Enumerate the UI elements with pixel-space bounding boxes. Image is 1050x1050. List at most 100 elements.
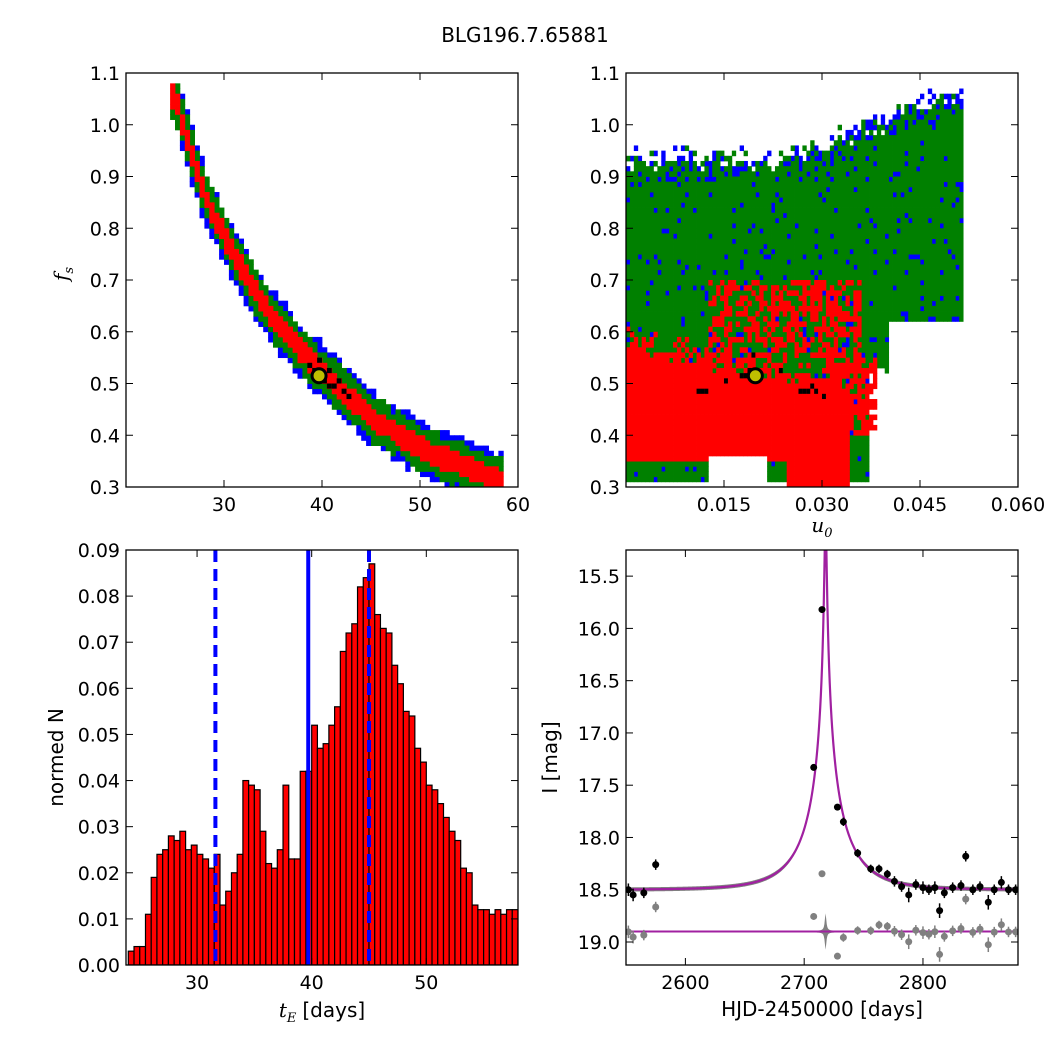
density-cell bbox=[688, 160, 694, 167]
density-cell bbox=[731, 150, 737, 157]
density-cell bbox=[331, 404, 338, 410]
density-cell bbox=[684, 274, 690, 281]
density-cell bbox=[688, 440, 694, 446]
density-cell bbox=[331, 388, 338, 395]
density-cell bbox=[657, 238, 662, 245]
density-cell bbox=[829, 135, 835, 141]
density-cell bbox=[916, 254, 921, 260]
density-cell bbox=[872, 326, 878, 333]
density-cell bbox=[673, 186, 678, 193]
density-cell bbox=[935, 305, 940, 312]
density-cell bbox=[810, 197, 815, 203]
density-cell bbox=[743, 352, 748, 359]
density-cell bbox=[361, 435, 367, 441]
density-cell bbox=[405, 419, 411, 426]
density-cell bbox=[273, 331, 279, 338]
density-cell bbox=[243, 290, 249, 296]
density-cell bbox=[771, 414, 776, 421]
density-cell bbox=[243, 300, 249, 307]
density-cell bbox=[845, 140, 850, 146]
density-cell bbox=[912, 124, 917, 131]
density-cell bbox=[818, 342, 823, 348]
density-cell bbox=[653, 450, 658, 457]
density-cell bbox=[731, 311, 737, 317]
density-cell bbox=[837, 160, 842, 167]
density-cell bbox=[755, 274, 760, 281]
density-cell bbox=[653, 362, 658, 369]
density-cell bbox=[869, 243, 874, 250]
density-cell bbox=[720, 342, 725, 348]
density-cell bbox=[955, 223, 960, 229]
density-cell bbox=[774, 259, 780, 265]
density-cell bbox=[720, 254, 725, 260]
density-cell bbox=[935, 228, 940, 234]
density-cell bbox=[676, 274, 682, 281]
density-cell bbox=[837, 269, 842, 276]
density-cell bbox=[798, 238, 803, 245]
density-cell bbox=[696, 435, 701, 441]
best-cell bbox=[317, 357, 322, 363]
density-cell bbox=[727, 450, 733, 457]
density-cell bbox=[853, 124, 858, 131]
density-cell bbox=[708, 399, 713, 405]
density-cell bbox=[716, 181, 721, 188]
density-cell bbox=[170, 114, 176, 120]
density-cell bbox=[676, 269, 682, 276]
density-cell bbox=[955, 280, 960, 286]
density-cell bbox=[916, 295, 921, 302]
density-cell bbox=[837, 186, 842, 193]
density-cell bbox=[214, 233, 220, 239]
density-cell bbox=[292, 352, 298, 359]
density-cell bbox=[649, 238, 654, 245]
density-cell bbox=[645, 336, 650, 343]
density-cell bbox=[302, 347, 308, 353]
density-cell bbox=[947, 135, 952, 141]
density-cell bbox=[673, 166, 678, 172]
density-cell bbox=[810, 248, 815, 255]
density-cell bbox=[676, 254, 682, 260]
density-cell bbox=[716, 445, 721, 452]
density-cell bbox=[688, 295, 694, 302]
density-cell bbox=[876, 295, 882, 302]
density-cell bbox=[473, 471, 480, 478]
density-cell bbox=[778, 476, 784, 483]
density-cell bbox=[806, 192, 811, 198]
density-cell bbox=[810, 150, 815, 157]
density-cell bbox=[916, 150, 921, 157]
density-cell bbox=[755, 399, 760, 405]
density-cell bbox=[724, 367, 729, 374]
density-cell bbox=[943, 186, 948, 193]
density-cell bbox=[865, 264, 870, 271]
density-cell bbox=[951, 197, 956, 203]
density-cell bbox=[790, 254, 795, 260]
density-cell bbox=[626, 254, 631, 260]
density-cell bbox=[665, 435, 670, 441]
density-cell bbox=[704, 440, 709, 446]
density-cell bbox=[876, 243, 882, 250]
density-cell bbox=[951, 192, 956, 198]
density-cell bbox=[708, 404, 713, 410]
density-cell bbox=[849, 135, 854, 141]
density-cell bbox=[696, 197, 701, 203]
density-cell bbox=[923, 119, 929, 126]
density-cell bbox=[778, 352, 784, 359]
density-cell bbox=[641, 254, 646, 260]
density-cell bbox=[175, 104, 181, 110]
density-cell bbox=[673, 171, 678, 177]
density-cell bbox=[845, 274, 850, 281]
density-cell bbox=[751, 280, 756, 286]
density-cell bbox=[763, 192, 768, 198]
density-cell bbox=[743, 160, 748, 167]
density-cell bbox=[248, 264, 254, 271]
density-cell bbox=[896, 248, 901, 255]
density-cell bbox=[669, 285, 674, 291]
density-cell bbox=[405, 435, 411, 441]
density-cell bbox=[880, 238, 886, 245]
density-cell bbox=[380, 404, 387, 410]
density-cell bbox=[798, 259, 803, 265]
density-cell bbox=[751, 419, 756, 426]
density-cell bbox=[708, 373, 713, 379]
density-cell bbox=[896, 223, 901, 229]
density-cell bbox=[673, 357, 678, 364]
density-cell bbox=[175, 88, 181, 95]
